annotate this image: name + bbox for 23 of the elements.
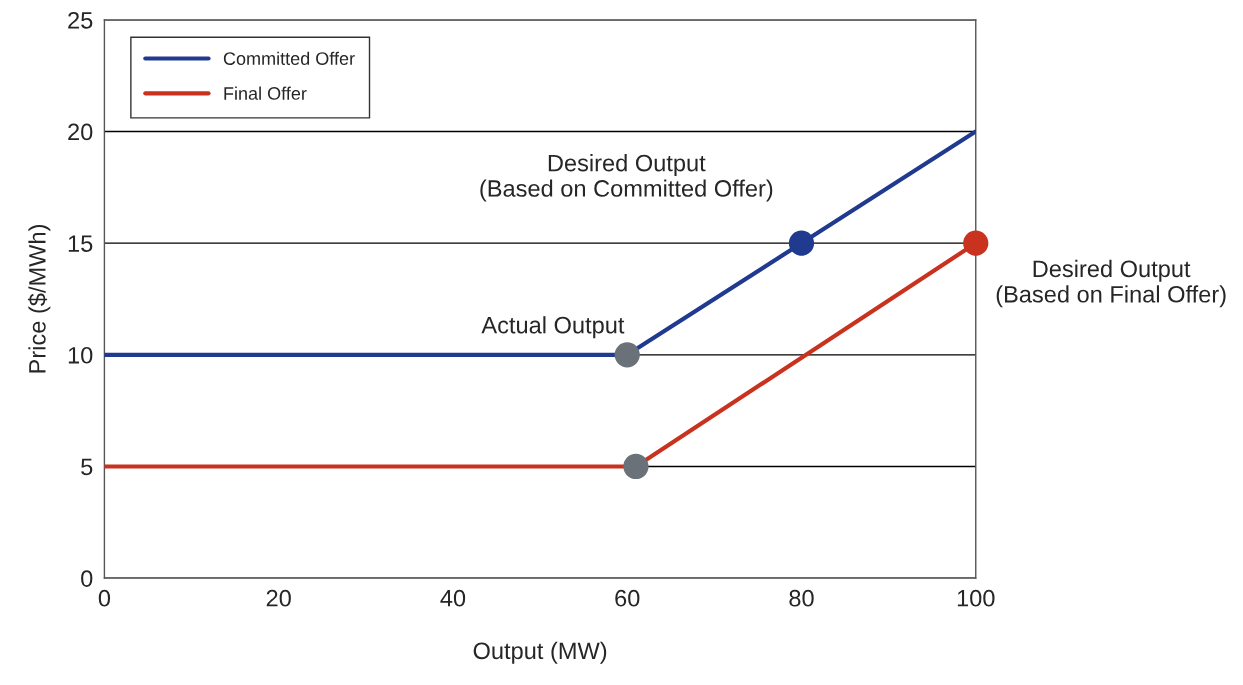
y-axis-title: Price ($/MWh) xyxy=(28,225,51,373)
point xyxy=(963,230,989,256)
x-tick-label: 0 xyxy=(98,589,111,607)
x-tick-label: 20 xyxy=(266,589,291,607)
annotation: Desired Output (Based on Final Offer) xyxy=(996,259,1226,308)
y-tick-label: 0 xyxy=(81,570,93,587)
x-tick-label: 80 xyxy=(789,589,814,607)
x-tick-label: 100 xyxy=(957,589,995,607)
x-axis-title: Output (MW) xyxy=(473,641,607,664)
annotation: Desired Output (Based on Committed Offer) xyxy=(480,154,773,202)
y-tick-label: 5 xyxy=(81,458,93,476)
x-tick-label: 40 xyxy=(440,589,466,607)
point xyxy=(623,453,649,480)
y-tick-label: 20 xyxy=(68,123,93,141)
legend-label: Committed Offer xyxy=(223,51,355,65)
x-tick-label: 60 xyxy=(615,589,640,607)
y-tick-label: 25 xyxy=(68,11,93,29)
legend-label: Final Offer xyxy=(224,86,307,100)
y-tick-label: 10 xyxy=(68,346,93,364)
annotation: Actual Output xyxy=(481,316,625,339)
point xyxy=(614,342,640,368)
point xyxy=(788,230,815,256)
y-tick-label: 15 xyxy=(68,235,93,252)
